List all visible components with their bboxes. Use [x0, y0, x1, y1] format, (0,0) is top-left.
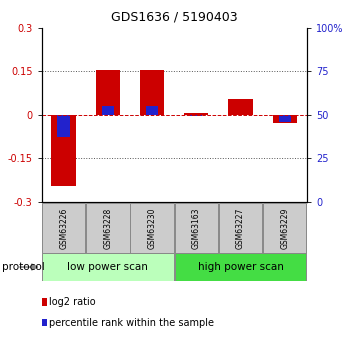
Bar: [184, 113, 208, 115]
Text: GSM63226: GSM63226: [59, 207, 68, 249]
Bar: [96, 70, 120, 115]
Text: GSM63163: GSM63163: [192, 207, 201, 249]
Bar: [279, 115, 291, 122]
Bar: [146, 106, 158, 115]
Bar: [52, 115, 76, 186]
FancyBboxPatch shape: [175, 254, 306, 280]
FancyBboxPatch shape: [86, 203, 130, 253]
Bar: [229, 99, 253, 115]
FancyBboxPatch shape: [219, 203, 262, 253]
Title: GDS1636 / 5190403: GDS1636 / 5190403: [111, 11, 238, 24]
Text: log2 ratio: log2 ratio: [49, 297, 96, 307]
Bar: [190, 115, 203, 117]
FancyBboxPatch shape: [42, 254, 174, 280]
Text: GSM63228: GSM63228: [103, 207, 112, 249]
Text: GSM63227: GSM63227: [236, 207, 245, 249]
Text: protocol: protocol: [2, 262, 44, 272]
Text: percentile rank within the sample: percentile rank within the sample: [49, 318, 214, 327]
Bar: [273, 115, 297, 124]
Text: GSM63230: GSM63230: [148, 207, 157, 249]
FancyBboxPatch shape: [263, 203, 306, 253]
Bar: [140, 70, 164, 115]
FancyBboxPatch shape: [42, 203, 85, 253]
Text: low power scan: low power scan: [68, 262, 148, 272]
Bar: [57, 115, 70, 137]
Bar: [102, 106, 114, 115]
FancyBboxPatch shape: [130, 203, 174, 253]
Text: high power scan: high power scan: [197, 262, 283, 272]
FancyBboxPatch shape: [175, 203, 218, 253]
Text: GSM63229: GSM63229: [280, 207, 289, 249]
